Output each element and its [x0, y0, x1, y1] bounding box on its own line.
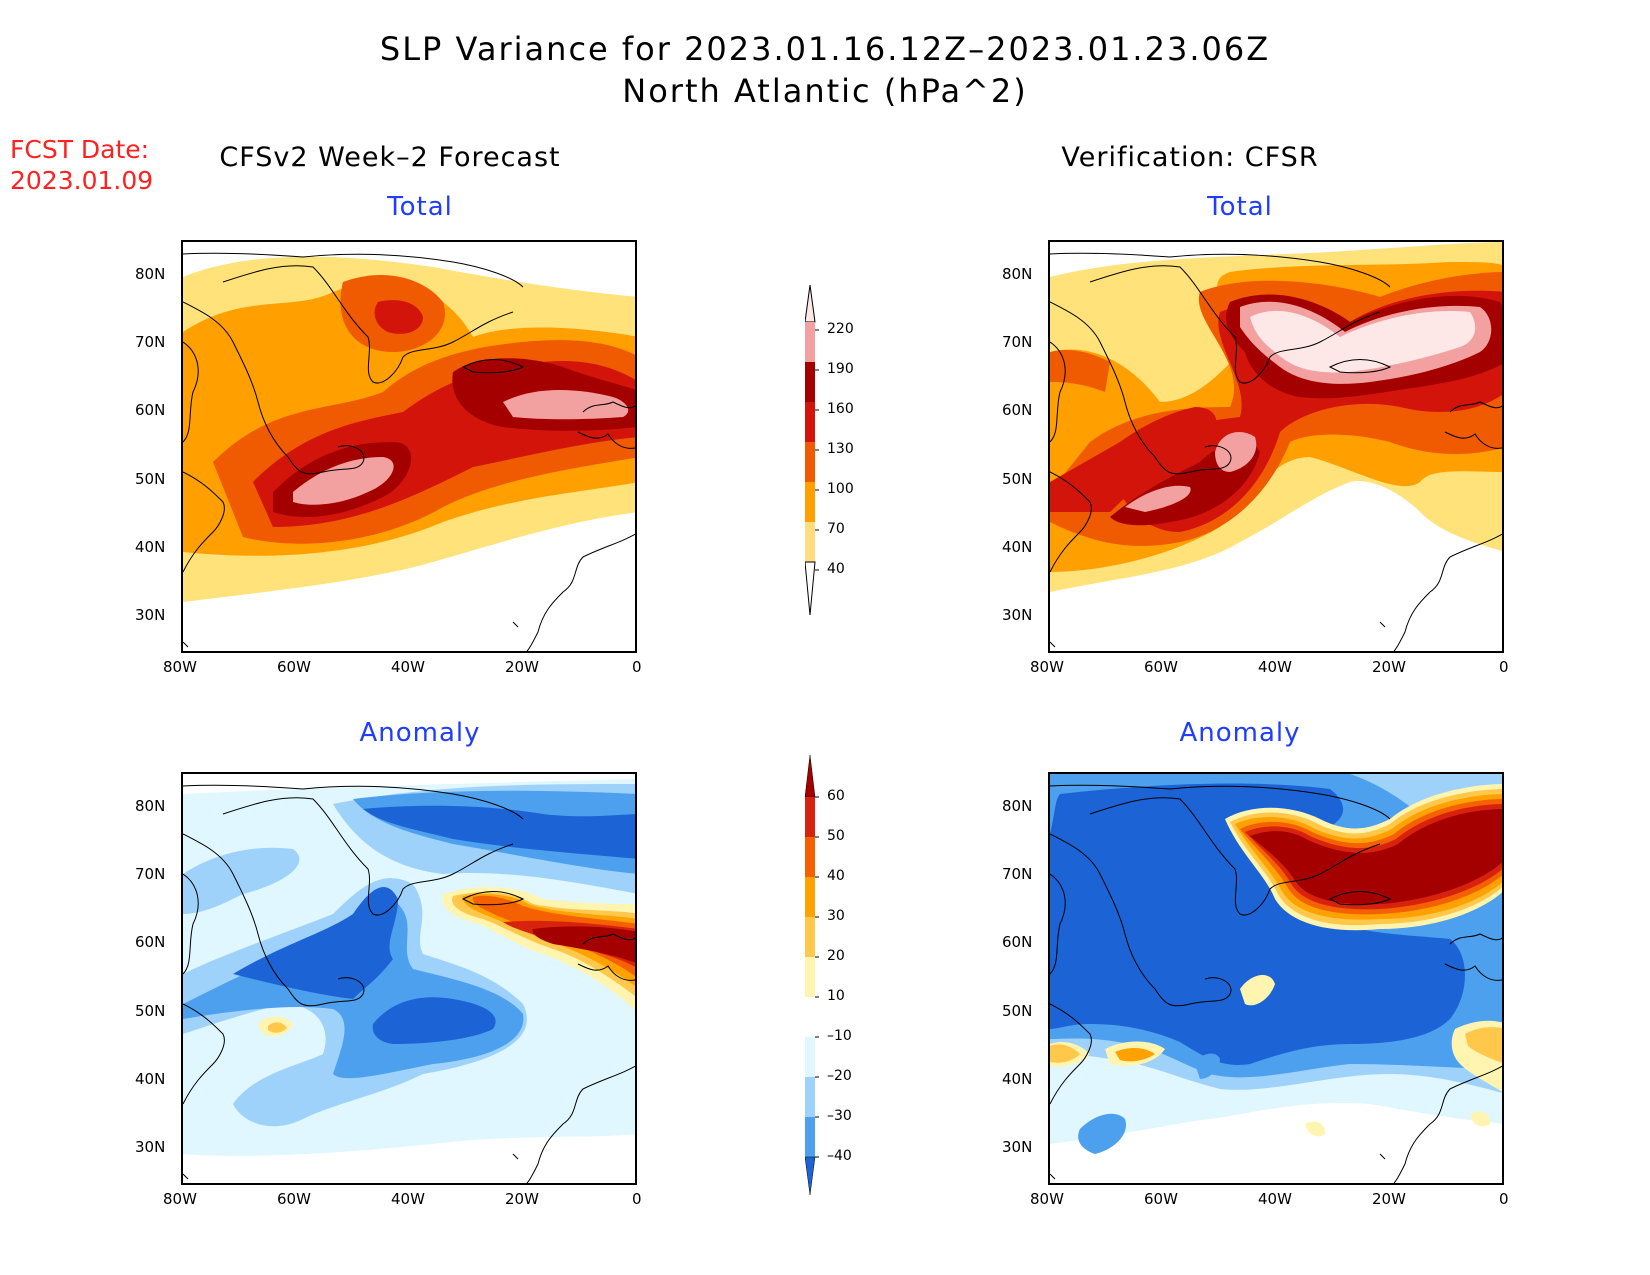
lat-tick-label: 70N: [1002, 333, 1033, 351]
main-title-line2: North Atlantic (hPa^2): [622, 72, 1028, 110]
colorbar-total-label: 100: [827, 481, 854, 497]
lat-tick-label: 30N: [135, 1138, 166, 1156]
colorbar-anomaly-label: 40: [827, 868, 845, 884]
lon-tick-label: 80W: [163, 658, 197, 676]
lat-tick-label: 50N: [1002, 470, 1033, 488]
fcst-date-value: 2023.01.09: [10, 166, 154, 195]
lat-tick-label: 30N: [1002, 1138, 1033, 1156]
colorbar-anomaly-label: 30: [827, 908, 845, 924]
lat-tick-label: 40N: [1002, 538, 1033, 556]
lon-tick-label: 60W: [277, 1190, 311, 1208]
colorbar-anomaly: 60 50 40 30 20 10 –10 –20 –30 –40: [804, 754, 885, 1196]
colorbar-total-label: 70: [827, 521, 845, 537]
colorbar-anomaly-label: 20: [827, 948, 845, 964]
lon-tick-label: 80W: [163, 1190, 197, 1208]
colorbar-anomaly-label: –30: [827, 1108, 852, 1124]
lat-tick-label: 30N: [1002, 606, 1033, 624]
verification-anomaly-subtitle: Anomaly: [1179, 718, 1301, 748]
lat-tick-label: 40N: [1002, 1070, 1033, 1088]
lat-tick-label: 80N: [1002, 265, 1033, 283]
lon-tick-label: 60W: [1144, 1190, 1178, 1208]
lon-tick-label: 80W: [1030, 658, 1064, 676]
lat-tick-label: 60N: [135, 401, 166, 419]
colorbar-anomaly-label: –40: [827, 1148, 852, 1164]
lon-tick-label: 60W: [1144, 658, 1178, 676]
lon-tick-label: 40W: [1258, 1190, 1292, 1208]
map-forecast-total: [181, 240, 637, 653]
fcst-date-label: FCST Date:: [10, 135, 150, 164]
lat-tick-label: 50N: [135, 1002, 166, 1020]
lon-tick-label: 20W: [505, 1190, 539, 1208]
lat-tick-label: 50N: [135, 470, 166, 488]
forecast-anomaly-subtitle: Anomaly: [359, 718, 481, 748]
colorbar-total-label: 40: [827, 561, 845, 577]
lon-tick-label: 20W: [505, 658, 539, 676]
lon-tick-label: 40W: [391, 658, 425, 676]
colorbar-total-label: 220: [827, 321, 854, 337]
lon-tick-label: 60W: [277, 658, 311, 676]
lat-tick-label: 40N: [135, 1070, 166, 1088]
right-column-title: Verification: CFSR: [1061, 142, 1319, 173]
colorbar-anomaly-label: 50: [827, 828, 845, 844]
main-title-line1: SLP Variance for 2023.01.16.12Z–2023.01.…: [379, 30, 1271, 68]
lon-tick-label: 0: [632, 1190, 642, 1208]
colorbar-anomaly-label: 60: [827, 788, 845, 804]
lat-tick-label: 60N: [135, 933, 166, 951]
lon-tick-label: 40W: [1258, 658, 1292, 676]
lon-tick-label: 20W: [1372, 658, 1406, 676]
lon-tick-label: 20W: [1372, 1190, 1406, 1208]
colorbar-total-label: 130: [827, 441, 854, 457]
verification-total-subtitle: Total: [1207, 192, 1273, 222]
lat-tick-label: 70N: [135, 333, 166, 351]
colorbar-anomaly-label: –10: [827, 1028, 852, 1044]
map-forecast-anomaly: [181, 772, 637, 1185]
lat-tick-label: 40N: [135, 538, 166, 556]
colorbar-total-label: 160: [827, 401, 854, 417]
lon-tick-label: 0: [632, 658, 642, 676]
lat-tick-label: 30N: [135, 606, 166, 624]
lon-tick-label: 0: [1499, 1190, 1509, 1208]
lat-tick-label: 50N: [1002, 1002, 1033, 1020]
forecast-total-subtitle: Total: [387, 192, 453, 222]
lon-tick-label: 80W: [1030, 1190, 1064, 1208]
colorbar-anomaly-label: –20: [827, 1068, 852, 1084]
lat-tick-label: 60N: [1002, 933, 1033, 951]
colorbar-anomaly-label: 10: [827, 988, 845, 1004]
map-verification-anomaly: [1048, 772, 1504, 1185]
lat-tick-label: 80N: [135, 265, 166, 283]
lat-tick-label: 70N: [1002, 865, 1033, 883]
lat-tick-label: 80N: [135, 797, 166, 815]
lon-tick-label: 40W: [391, 1190, 425, 1208]
lat-tick-label: 60N: [1002, 401, 1033, 419]
map-verification-total: [1048, 240, 1504, 653]
lat-tick-label: 80N: [1002, 797, 1033, 815]
lat-tick-label: 70N: [135, 865, 166, 883]
lon-tick-label: 0: [1499, 658, 1509, 676]
left-column-title: CFSv2 Week–2 Forecast: [219, 142, 561, 173]
colorbar-total-label: 190: [827, 361, 854, 377]
colorbar-total: 220 190 160 130 100 70 40: [804, 284, 885, 616]
